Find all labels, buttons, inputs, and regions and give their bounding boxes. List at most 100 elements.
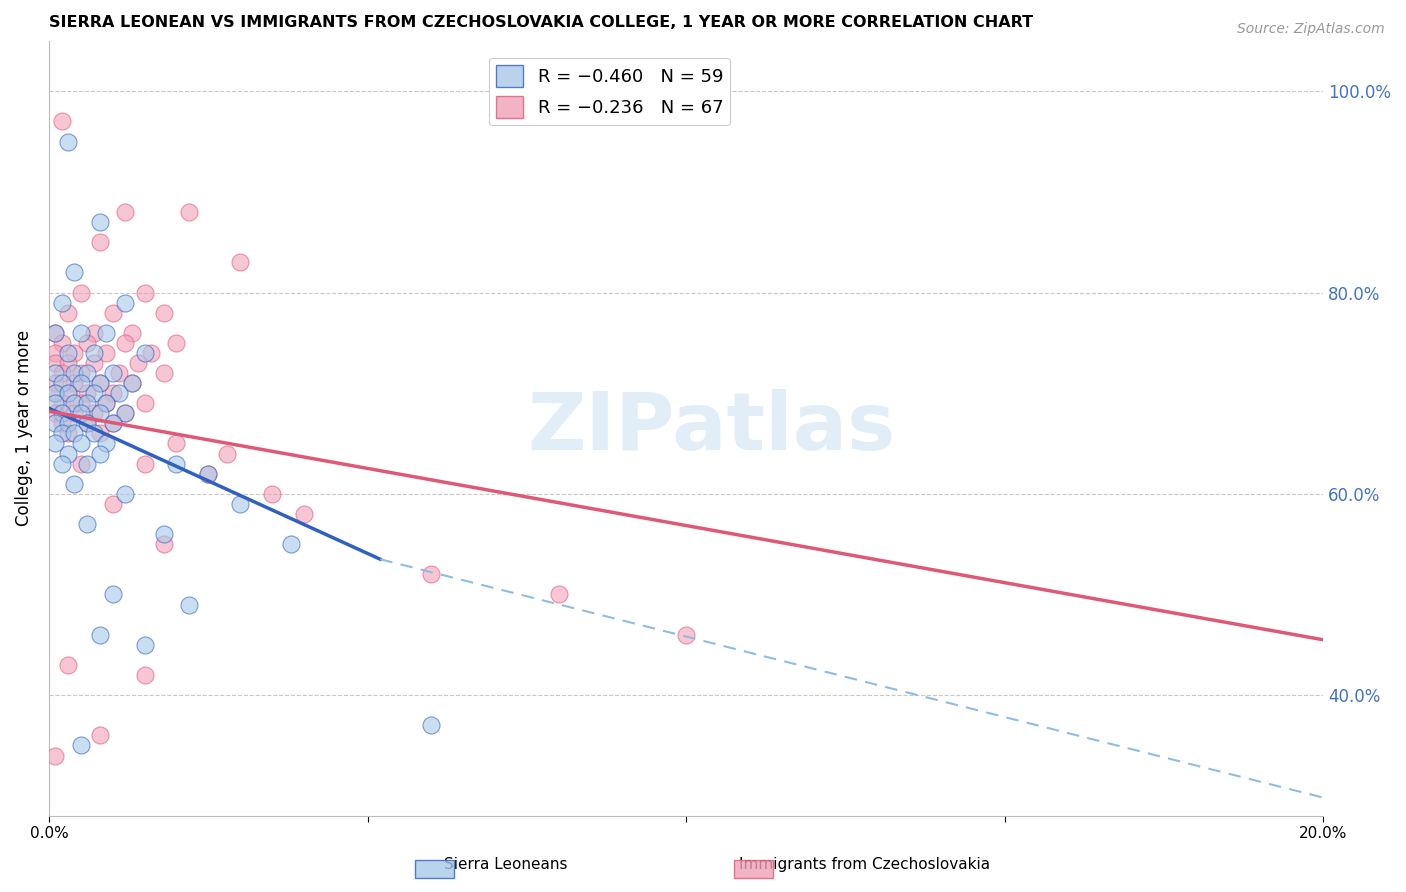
Text: SIERRA LEONEAN VS IMMIGRANTS FROM CZECHOSLOVAKIA COLLEGE, 1 YEAR OR MORE CORRELA: SIERRA LEONEAN VS IMMIGRANTS FROM CZECHO… (49, 15, 1033, 30)
Point (83, 386, 105, 401)
Point (101, 497, 124, 511)
Point (76, 516, 98, 531)
Point (89, 406, 111, 420)
Point (165, 457, 187, 471)
Point (63, 265, 86, 279)
Point (44, 376, 66, 390)
Point (76, 417, 98, 431)
Point (44, 326, 66, 340)
Point (114, 205, 136, 219)
Point (69, 376, 91, 390)
Point (114, 335, 136, 350)
Point (63, 366, 86, 380)
Point (83, 356, 105, 370)
Point (56, 346, 79, 360)
Point (420, 567, 443, 582)
Point (89, 376, 111, 390)
Point (89, 628, 111, 642)
Point (83, 406, 105, 420)
Y-axis label: College, 1 year or more: College, 1 year or more (15, 330, 32, 526)
Text: ZIPatlas: ZIPatlas (527, 390, 896, 467)
Point (89, 426, 111, 441)
Point (96, 396, 118, 410)
Point (101, 306, 124, 320)
Point (69, 396, 91, 410)
Point (56, 386, 79, 401)
Point (63, 346, 86, 360)
Point (83, 426, 105, 441)
Point (260, 487, 283, 501)
Point (44, 386, 66, 401)
Point (139, 346, 162, 360)
Point (51, 114, 73, 128)
Point (101, 417, 124, 431)
Point (134, 346, 156, 360)
Point (127, 356, 149, 370)
Point (69, 366, 91, 380)
Point (229, 255, 252, 269)
Point (76, 396, 98, 410)
Point (197, 467, 219, 481)
Point (56, 306, 79, 320)
Point (108, 366, 131, 380)
Point (101, 386, 124, 401)
Point (134, 396, 156, 410)
Point (69, 285, 91, 300)
Point (63, 396, 86, 410)
Point (44, 386, 66, 401)
Point (152, 306, 174, 320)
Point (121, 376, 143, 390)
Point (63, 406, 86, 420)
Point (44, 346, 66, 360)
Point (96, 346, 118, 360)
Point (114, 487, 136, 501)
Point (292, 507, 315, 521)
Point (44, 436, 66, 450)
Point (547, 587, 569, 601)
Point (76, 417, 98, 431)
Point (217, 446, 239, 460)
Point (69, 457, 91, 471)
Point (114, 295, 136, 310)
Point (56, 356, 79, 370)
Point (83, 326, 105, 340)
Point (96, 436, 118, 450)
Point (44, 406, 66, 420)
Point (165, 335, 187, 350)
Point (44, 396, 66, 410)
Point (51, 295, 73, 310)
Point (675, 628, 697, 642)
Point (51, 457, 73, 471)
Point (152, 537, 174, 551)
Point (63, 476, 86, 491)
Point (51, 396, 73, 410)
Point (76, 335, 98, 350)
Point (44, 356, 66, 370)
Point (69, 739, 91, 753)
Point (51, 406, 73, 420)
Point (229, 497, 252, 511)
Point (101, 587, 124, 601)
Point (56, 386, 79, 401)
Point (63, 426, 86, 441)
Point (96, 326, 118, 340)
Point (56, 135, 79, 149)
Point (44, 748, 66, 763)
Point (134, 457, 156, 471)
Point (63, 376, 86, 390)
Point (134, 285, 156, 300)
Text: Source: ZipAtlas.com: Source: ZipAtlas.com (1237, 22, 1385, 37)
Point (114, 406, 136, 420)
Point (51, 376, 73, 390)
Point (179, 598, 201, 612)
Text: Immigrants from Czechoslovakia: Immigrants from Czechoslovakia (740, 857, 990, 872)
Point (89, 235, 111, 250)
Point (69, 406, 91, 420)
Point (56, 426, 79, 441)
Point (51, 417, 73, 431)
Text: Sierra Leoneans: Sierra Leoneans (444, 857, 568, 872)
Point (280, 537, 302, 551)
Point (121, 376, 143, 390)
Point (83, 346, 105, 360)
Point (69, 436, 91, 450)
